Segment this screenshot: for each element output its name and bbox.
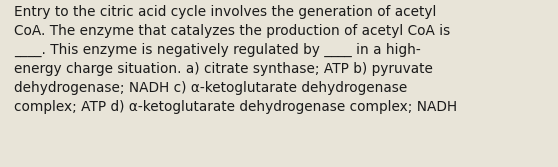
Text: Entry to the citric acid cycle involves the generation of acetyl
CoA. The enzyme: Entry to the citric acid cycle involves … bbox=[14, 5, 457, 114]
